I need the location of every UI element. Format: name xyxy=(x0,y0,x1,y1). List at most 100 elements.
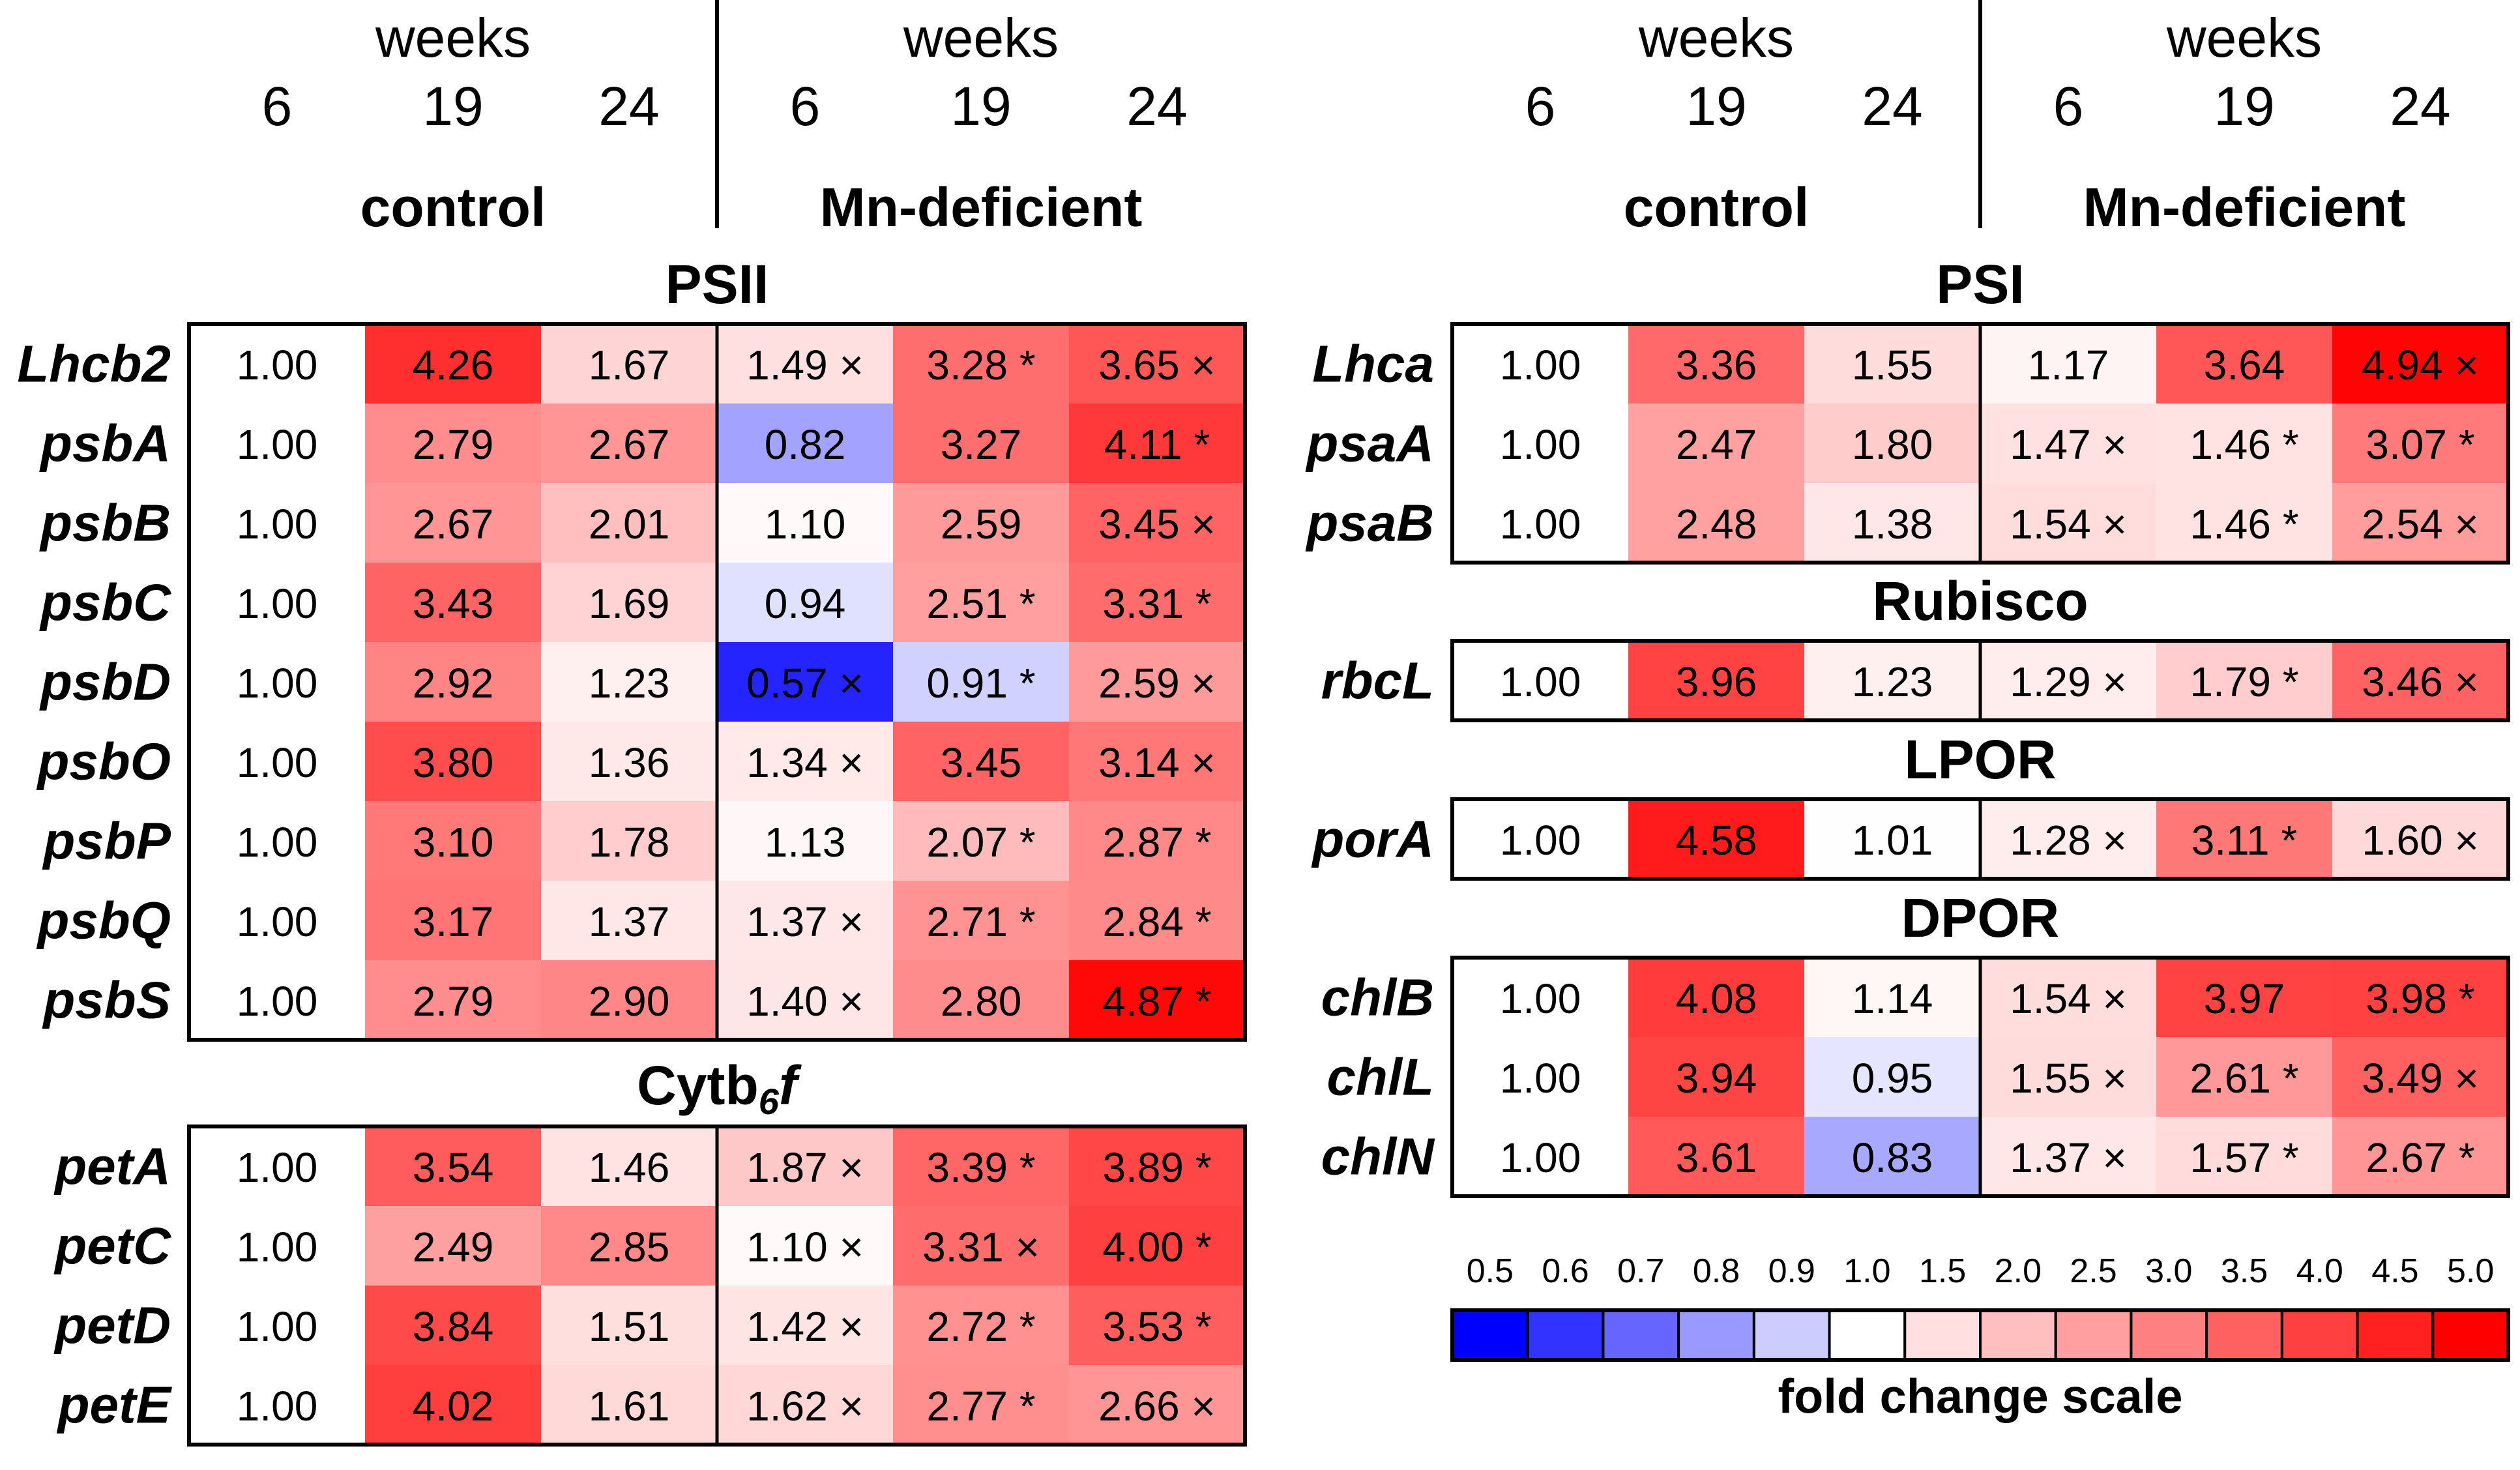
heatmap-cell xyxy=(2156,641,2332,720)
heatmap-cell xyxy=(1980,641,2156,720)
heatmap-cell xyxy=(1069,483,1245,563)
block-title-suffix: f xyxy=(779,1055,802,1116)
cell-value-label: 1.00 xyxy=(237,660,318,707)
cell-value-label: 1.54 × xyxy=(2010,975,2127,1022)
block-cytb: Cytb6f petA 1.00 3.54 1.46 1.87 × 3.39 * 3.89 *… xyxy=(53,1055,1247,1447)
cell-value-label: 1.46 * xyxy=(2190,421,2298,468)
cell-value-label: 2.61 * xyxy=(2190,1055,2298,1102)
row-label: Lhca xyxy=(1312,335,1434,393)
heatmap-cell xyxy=(1069,404,1245,483)
color-scale-swatch xyxy=(1903,1309,1982,1361)
row-label: petA xyxy=(53,1138,171,1196)
cell-value-label: 1.46 xyxy=(589,1144,670,1191)
heatmap-cell xyxy=(2156,958,2332,1037)
heatmap-cell xyxy=(717,722,893,801)
cell-value-label: 4.02 xyxy=(413,1383,494,1430)
color-scale-tick-label: 0.9 xyxy=(1768,1252,1815,1290)
heatmap-cell xyxy=(893,881,1069,960)
row-label: psbS xyxy=(42,971,171,1029)
color-scale-tick-label: 0.5 xyxy=(1467,1252,1514,1290)
heatmap-cell xyxy=(1628,641,1804,720)
heatmap-row-psbA: psbA 1.00 2.79 2.67 0.82 3.27 4.11 * xyxy=(39,404,1245,483)
color-scale-swatch xyxy=(1451,1309,1529,1361)
heatmap-cell xyxy=(1069,722,1245,801)
heatmap-cell xyxy=(893,563,1069,642)
cell-value-label: 2.90 xyxy=(589,978,670,1025)
heatmap-cell xyxy=(1628,324,1804,404)
cell-value-label: 3.07 * xyxy=(2366,421,2474,468)
color-scale-title: fold change scale xyxy=(1778,1370,2183,1424)
heatmap-cell xyxy=(365,563,541,642)
row-label: rbcL xyxy=(1321,652,1434,710)
cell-value-label: 1.00 xyxy=(1500,501,1581,548)
heatmap-row-chlL: chlL 1.00 3.94 0.95 1.55 × 2.61 * 3.49 × xyxy=(1327,1037,2508,1117)
week-tick-label: 6 xyxy=(1525,76,1556,137)
heatmap-cell xyxy=(1804,483,1980,563)
heatmap-cell xyxy=(2332,324,2508,404)
heatmap-cell xyxy=(893,801,1069,881)
cell-value-label: 1.37 × xyxy=(2010,1134,2127,1181)
cell-value-label: 3.27 xyxy=(941,421,1022,468)
cell-value-label: 3.10 xyxy=(413,819,494,866)
row-label: psbA xyxy=(39,415,171,473)
heatmap-cell xyxy=(365,404,541,483)
cell-value-label: 3.14 × xyxy=(1098,739,1216,786)
heatmap-cell xyxy=(1628,1117,1804,1196)
cell-value-label: 0.83 xyxy=(1852,1134,1933,1181)
heatmap-cell xyxy=(541,324,717,404)
color-scale-tick-label: 2.0 xyxy=(1995,1252,2042,1290)
block-title-main: Rubisco xyxy=(1872,570,2088,632)
heatmap-row-chlB: chlB 1.00 4.08 1.14 1.54 × 3.97 3.98 * xyxy=(1321,958,2508,1037)
cell-value-label: 2.85 xyxy=(589,1224,670,1271)
cell-value-label: 1.10 xyxy=(765,501,846,548)
cell-value-label: 3.46 × xyxy=(2362,658,2479,705)
heatmap-cell xyxy=(1628,483,1804,563)
cell-value-label: 3.98 * xyxy=(2366,975,2474,1022)
cell-value-label: 1.10 × xyxy=(746,1224,864,1271)
cell-value-label: 3.65 × xyxy=(1098,342,1216,389)
color-scale-frame xyxy=(1450,1308,2510,1362)
heatmap-cell xyxy=(1628,1037,1804,1117)
heatmap-cell xyxy=(1980,958,2156,1037)
cell-value-label: 1.60 × xyxy=(2362,817,2479,864)
heatmap-cell xyxy=(365,1365,541,1445)
cell-value-label: 2.01 xyxy=(589,501,670,548)
heatmap-cell xyxy=(717,404,893,483)
cell-value-label: 3.64 xyxy=(2204,342,2285,389)
heatmap-cell xyxy=(365,1126,541,1206)
row-label: psbQ xyxy=(37,892,171,950)
cell-value-label: 1.14 xyxy=(1852,975,1933,1022)
cell-value-label: 1.54 × xyxy=(2010,501,2127,548)
heatmap-cell xyxy=(893,324,1069,404)
heatmap-cell xyxy=(2156,483,2332,563)
heatmap-cell xyxy=(189,722,365,801)
heatmap-cell xyxy=(717,324,893,404)
heatmap-cell xyxy=(1804,799,1980,879)
cell-value-label: 1.01 xyxy=(1852,817,1933,864)
cell-value-label: 3.89 * xyxy=(1102,1144,1211,1191)
heatmap-cell xyxy=(365,722,541,801)
cell-value-label: 1.00 xyxy=(1500,975,1581,1022)
cell-value-label: 0.95 xyxy=(1852,1055,1933,1102)
heatmap-cell xyxy=(2332,483,2508,563)
heatmap-cell xyxy=(1980,324,2156,404)
heatmap-cell xyxy=(189,642,365,722)
cell-value-label: 1.69 xyxy=(589,580,670,627)
heatmap-cell xyxy=(717,801,893,881)
cell-value-label: 1.29 × xyxy=(2010,658,2127,705)
cell-value-label: 3.80 xyxy=(413,739,494,786)
heatmap-cell xyxy=(189,960,365,1040)
condition-label: control xyxy=(1624,177,1809,238)
heatmap-cell xyxy=(189,1126,365,1206)
cell-value-label: 3.84 xyxy=(413,1303,494,1350)
heatmap-cell xyxy=(717,642,893,722)
cell-value-label: 1.00 xyxy=(1500,342,1581,389)
block-title-main: DPOR xyxy=(1901,887,2060,948)
weeks-label: weeks xyxy=(375,7,531,68)
heatmap-row-psbD: psbD 1.00 2.92 1.23 0.57 × 0.91 * 2.59 × xyxy=(39,642,1245,722)
cell-value-label: 1.87 × xyxy=(746,1144,864,1191)
block-psi: PSI Lhca 1.00 3.36 1.55 1.17 3.64 4.94 × psaA 1.0… xyxy=(1305,254,2510,565)
weeks-label: weeks xyxy=(903,7,1059,68)
week-tick-label: 19 xyxy=(422,76,483,137)
cell-value-label: 2.79 xyxy=(413,421,494,468)
